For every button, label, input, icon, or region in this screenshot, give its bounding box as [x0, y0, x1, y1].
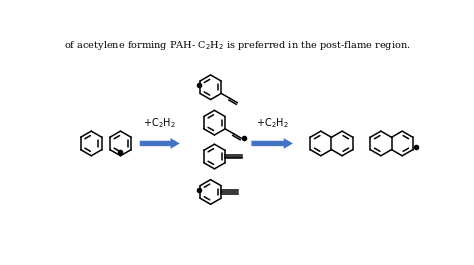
- Text: $\mathregular{+C_2H_2}$: $\mathregular{+C_2H_2}$: [256, 116, 289, 130]
- Text: of acetylene forming PAH- C$_2$H$_2$ is preferred in the post-flame region.: of acetylene forming PAH- C$_2$H$_2$ is …: [64, 39, 410, 52]
- FancyArrow shape: [251, 138, 293, 149]
- FancyArrow shape: [140, 138, 180, 149]
- Text: $\mathregular{+C_2H_2}$: $\mathregular{+C_2H_2}$: [144, 116, 176, 130]
